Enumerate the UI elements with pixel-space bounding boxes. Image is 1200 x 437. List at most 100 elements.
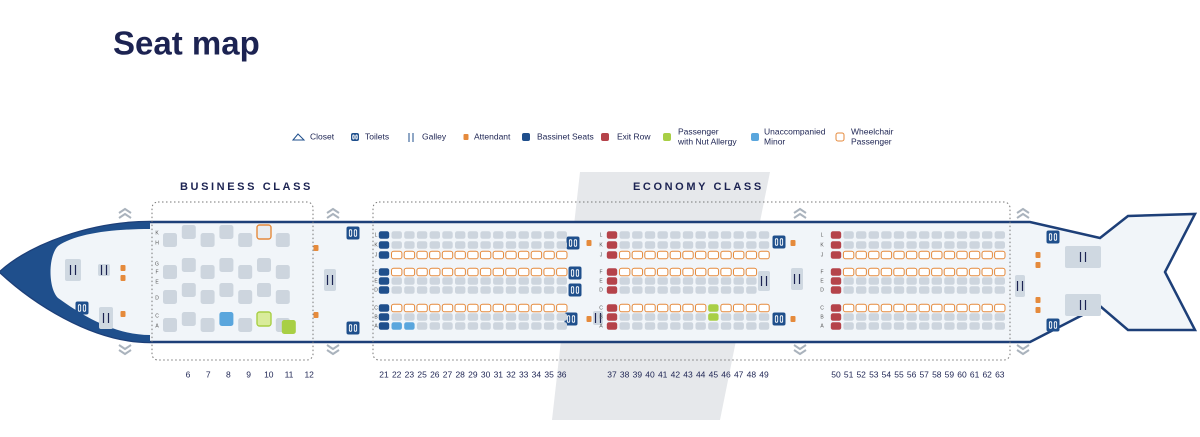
economy-seat — [708, 322, 719, 330]
toilet-mark — [82, 304, 87, 312]
economy-seat — [644, 313, 656, 321]
economy-seat — [556, 267, 568, 277]
economy-seat — [531, 231, 542, 239]
economy-seat — [416, 231, 428, 239]
economy-seat — [969, 286, 980, 294]
economy-seat — [454, 303, 466, 313]
business-seat — [238, 290, 253, 304]
economy-seat — [919, 231, 930, 239]
economy-seat — [493, 286, 504, 294]
toilet-mark — [348, 324, 353, 332]
economy-seat — [391, 277, 402, 285]
toilet-mark — [348, 229, 353, 237]
economy-seat — [441, 267, 454, 277]
economy-seat — [606, 286, 618, 294]
economy-seat — [843, 286, 854, 294]
row-number: 49 — [759, 369, 769, 379]
economy-seat — [944, 313, 955, 321]
economy-seat — [657, 241, 668, 249]
economy-seat — [391, 250, 403, 260]
economy-seat — [505, 313, 517, 321]
toilet — [1046, 230, 1060, 244]
economy-seat — [708, 313, 719, 321]
economy-seat — [855, 303, 867, 313]
row-number: 46 — [721, 369, 731, 379]
economy-seat — [505, 267, 517, 277]
seat-letter: C — [599, 305, 603, 311]
economy-seat — [467, 313, 479, 321]
seats — [163, 224, 1006, 334]
economy-seat — [919, 322, 930, 330]
economy-seat — [467, 322, 479, 330]
economy-seat — [944, 231, 955, 239]
economy-seat — [868, 313, 879, 321]
business-seat — [163, 290, 177, 304]
seat-letter: F — [599, 269, 602, 275]
toilet — [772, 235, 786, 249]
economy-seat — [442, 231, 453, 239]
economy-seat — [441, 250, 454, 260]
economy-seat — [619, 231, 630, 239]
economy-seat — [843, 231, 854, 239]
toilet-mark — [353, 229, 358, 237]
economy-seat — [442, 277, 453, 285]
economy-seat — [505, 303, 517, 313]
economy-seat — [429, 286, 440, 294]
toilet-mark — [774, 315, 779, 323]
exit-chevron — [118, 349, 132, 356]
economy-seat — [982, 241, 993, 249]
economy-seat — [543, 241, 555, 249]
economy-seat — [956, 286, 968, 294]
economy-seat — [429, 250, 441, 260]
economy-seat — [931, 241, 942, 249]
economy-seat — [416, 313, 428, 321]
legend-label: Attendant — [474, 131, 511, 141]
economy-seat — [455, 241, 466, 249]
economy-seat — [403, 250, 416, 260]
business-seat — [200, 265, 215, 279]
economy-seat — [758, 231, 770, 239]
row-number: 55 — [894, 369, 904, 379]
economy-seat — [479, 250, 492, 260]
economy-seat — [943, 250, 956, 260]
seat-letter: E — [155, 279, 159, 285]
business-seat — [219, 258, 234, 272]
economy-seat — [733, 277, 744, 285]
seat-letter: A — [374, 323, 378, 329]
economy-seat — [505, 241, 517, 249]
economy-seat — [745, 303, 758, 313]
economy-seat — [467, 267, 479, 277]
seat-letter: D — [374, 287, 378, 293]
economy-seat — [893, 286, 905, 294]
attendant — [586, 316, 592, 322]
economy-seat — [530, 267, 543, 277]
economy-seat — [943, 267, 956, 277]
economy-seat — [531, 313, 542, 321]
row-number: 25 — [417, 369, 427, 379]
economy-seat — [669, 267, 682, 277]
economy-seat — [378, 241, 390, 249]
attendant — [790, 240, 796, 246]
economy-seat — [657, 231, 668, 239]
economy-seat — [416, 286, 428, 294]
economy-seat — [758, 313, 770, 321]
economy-seat — [830, 268, 842, 276]
economy-seat — [906, 286, 917, 294]
business-seat — [219, 283, 234, 297]
economy-seat — [657, 322, 668, 330]
row-number: 50 — [831, 369, 841, 379]
row-number: 58 — [932, 369, 942, 379]
economy-seat — [518, 231, 529, 239]
row-number: 22 — [392, 369, 402, 379]
business-seat — [200, 233, 215, 247]
economy-seat — [682, 303, 694, 313]
exit-chevron — [118, 212, 132, 219]
economy-seat — [479, 303, 492, 313]
legend-swatch — [601, 133, 609, 141]
toilet-mark — [355, 134, 358, 140]
economy-seat — [842, 250, 855, 260]
toilet-mark — [570, 286, 575, 294]
economy-seat — [442, 286, 453, 294]
economy-seat — [518, 267, 530, 277]
economy-seat — [982, 313, 993, 321]
